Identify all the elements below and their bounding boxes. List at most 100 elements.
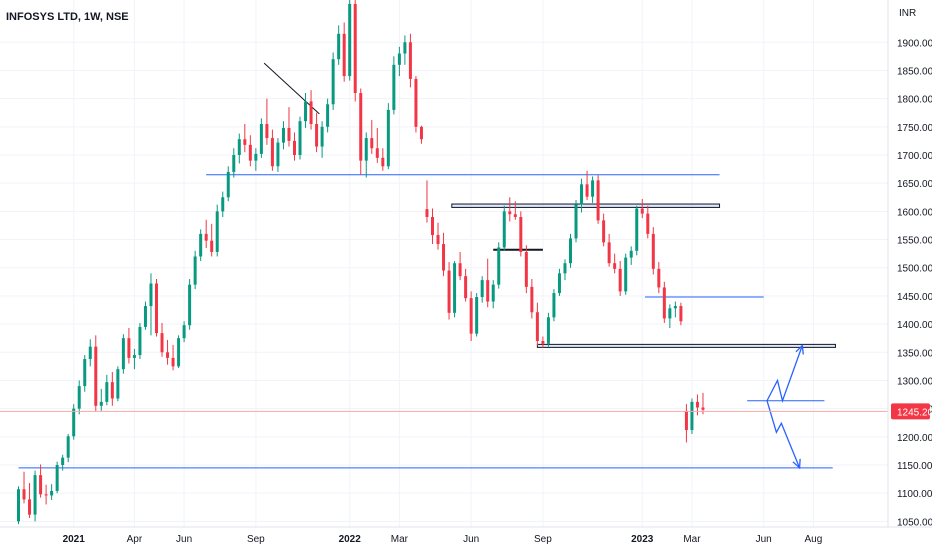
- candle[interactable]: [28, 483, 32, 518]
- candle[interactable]: [22, 471, 26, 504]
- candle[interactable]: [226, 166, 230, 202]
- candle[interactable]: [364, 132, 368, 178]
- candle[interactable]: [386, 103, 390, 170]
- candle[interactable]: [569, 233, 572, 268]
- candle[interactable]: [17, 486, 20, 525]
- candle[interactable]: [502, 205, 506, 251]
- candle[interactable]: [535, 302, 539, 346]
- candle[interactable]: [309, 90, 313, 130]
- candle[interactable]: [182, 321, 186, 343]
- candle[interactable]: [519, 211, 523, 257]
- candle[interactable]: [61, 454, 65, 471]
- candle[interactable]: [331, 52, 335, 110]
- candle[interactable]: [662, 281, 666, 323]
- candle[interactable]: [431, 208, 434, 245]
- candle[interactable]: [508, 197, 512, 222]
- rectangle-zone-drawing[interactable]: [536, 343, 836, 348]
- candle[interactable]: [149, 273, 153, 336]
- candle[interactable]: [397, 46, 401, 77]
- candle[interactable]: [640, 198, 644, 219]
- candle[interactable]: [673, 301, 677, 318]
- candle[interactable]: [39, 464, 43, 498]
- candle[interactable]: [585, 170, 589, 201]
- candle[interactable]: [237, 133, 241, 164]
- candle[interactable]: [132, 348, 136, 370]
- candle[interactable]: [541, 336, 545, 348]
- candle[interactable]: [88, 339, 92, 367]
- candle[interactable]: [442, 232, 446, 277]
- candle[interactable]: [304, 93, 308, 128]
- candle[interactable]: [530, 279, 534, 319]
- candle[interactable]: [414, 76, 418, 133]
- candle[interactable]: [116, 366, 120, 402]
- candle[interactable]: [171, 344, 175, 371]
- candle[interactable]: [232, 148, 236, 178]
- candle[interactable]: [138, 322, 142, 360]
- candle[interactable]: [491, 280, 495, 309]
- candle[interactable]: [83, 355, 87, 392]
- candle[interactable]: [447, 262, 451, 320]
- candle[interactable]: [44, 484, 48, 505]
- candle[interactable]: [695, 394, 699, 416]
- candle[interactable]: [469, 291, 473, 341]
- candle[interactable]: [375, 127, 379, 163]
- candle[interactable]: [392, 56, 396, 115]
- candle[interactable]: [254, 148, 258, 171]
- candle[interactable]: [591, 176, 595, 203]
- candle[interactable]: [419, 125, 423, 144]
- candle[interactable]: [160, 322, 164, 357]
- candle[interactable]: [563, 259, 567, 281]
- candle[interactable]: [298, 116, 302, 160]
- candle[interactable]: [94, 335, 98, 412]
- candle[interactable]: [557, 268, 561, 296]
- candle[interactable]: [121, 334, 125, 374]
- candle[interactable]: [607, 233, 611, 267]
- candle[interactable]: [270, 129, 274, 171]
- candle[interactable]: [690, 398, 694, 434]
- candle[interactable]: [259, 118, 263, 158]
- candle[interactable]: [110, 372, 114, 406]
- candle[interactable]: [657, 262, 661, 294]
- candle[interactable]: [72, 404, 76, 440]
- candle[interactable]: [276, 138, 280, 172]
- candle[interactable]: [486, 258, 490, 308]
- candle[interactable]: [143, 301, 147, 330]
- candle[interactable]: [287, 107, 291, 147]
- candle[interactable]: [679, 302, 683, 326]
- candle[interactable]: [215, 204, 219, 257]
- candle[interactable]: [155, 279, 158, 337]
- candle[interactable]: [497, 242, 501, 289]
- candle[interactable]: [453, 260, 457, 318]
- candle[interactable]: [684, 404, 688, 443]
- candle[interactable]: [353, 0, 357, 102]
- candle[interactable]: [513, 201, 517, 220]
- candle[interactable]: [580, 178, 584, 213]
- symbol-title[interactable]: INFOSYS LTD, 1W, NSE: [6, 11, 129, 23]
- candle[interactable]: [50, 484, 54, 500]
- candle[interactable]: [646, 205, 650, 239]
- time-axis[interactable]: 2021 Apr Jun Sep 2022 Mar Jun Sep 2023 Mar Jun Aug: [63, 534, 823, 545]
- projection-path-drawing[interactable]: [766, 345, 803, 403]
- candle[interactable]: [596, 175, 600, 224]
- candle[interactable]: [618, 260, 622, 296]
- candle[interactable]: [475, 293, 479, 337]
- candle[interactable]: [552, 289, 556, 322]
- candle[interactable]: [204, 219, 208, 248]
- candle[interactable]: [546, 312, 550, 347]
- candle[interactable]: [315, 112, 319, 153]
- candle[interactable]: [221, 191, 225, 217]
- candle[interactable]: [381, 148, 385, 171]
- candle[interactable]: [480, 276, 484, 303]
- candle[interactable]: [425, 180, 429, 223]
- candle[interactable]: [166, 339, 170, 365]
- candle[interactable]: [408, 33, 412, 88]
- candle[interactable]: [199, 229, 203, 261]
- rectangle-zone-drawing[interactable]: [451, 203, 721, 208]
- candle[interactable]: [337, 25, 341, 65]
- candle[interactable]: [293, 132, 296, 161]
- candle[interactable]: [193, 250, 197, 290]
- candle[interactable]: [177, 335, 181, 369]
- candle[interactable]: [602, 213, 606, 247]
